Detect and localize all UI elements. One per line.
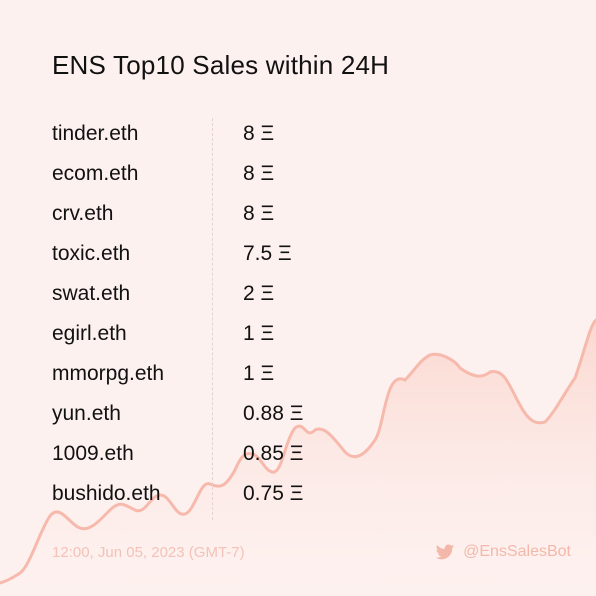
sale-row: swat.eth 2 Ξ bbox=[52, 276, 552, 316]
sale-row: yun.eth 0.88 Ξ bbox=[52, 396, 552, 436]
sale-price: 1 Ξ bbox=[243, 362, 275, 385]
timestamp: 12:00, Jun 05, 2023 (GMT-7) bbox=[52, 544, 245, 561]
sale-row: ecom.eth 8 Ξ bbox=[52, 156, 552, 196]
sale-row: bushido.eth 0.75 Ξ bbox=[52, 476, 552, 516]
sale-name: toxic.eth bbox=[52, 242, 131, 265]
sale-price: 0.88 Ξ bbox=[243, 402, 304, 425]
sale-price: 8 Ξ bbox=[243, 122, 275, 145]
sales-list: tinder.eth 8 Ξ ecom.eth 8 Ξ crv.eth 8 Ξ … bbox=[52, 116, 552, 516]
sale-name: bushido.eth bbox=[52, 482, 161, 505]
sale-price: 8 Ξ bbox=[243, 202, 275, 225]
page-title: ENS Top10 Sales within 24H bbox=[52, 50, 390, 80]
sale-name: egirl.eth bbox=[52, 322, 127, 345]
sale-price: 0.85 Ξ bbox=[243, 442, 304, 465]
sale-row: toxic.eth 7.5 Ξ bbox=[52, 236, 552, 276]
sale-row: mmorpg.eth 1 Ξ bbox=[52, 356, 552, 396]
sale-price: 1 Ξ bbox=[243, 322, 275, 345]
sale-name: mmorpg.eth bbox=[52, 362, 165, 385]
twitter-bird-icon bbox=[435, 544, 455, 560]
trend-line bbox=[0, 318, 596, 585]
sale-name: yun.eth bbox=[52, 402, 121, 425]
sale-name: 1009.eth bbox=[52, 442, 134, 465]
sale-row: egirl.eth 1 Ξ bbox=[52, 316, 552, 356]
sale-price: 2 Ξ bbox=[243, 282, 275, 305]
sale-price: 7.5 Ξ bbox=[243, 242, 292, 265]
handle-text: @EnsSalesBot bbox=[463, 543, 571, 560]
sale-price: 8 Ξ bbox=[243, 162, 275, 185]
column-divider bbox=[212, 118, 213, 520]
sale-name: crv.eth bbox=[52, 202, 114, 225]
sale-row: crv.eth 8 Ξ bbox=[52, 196, 552, 236]
account-handle: @EnsSalesBot bbox=[435, 542, 571, 562]
sale-name: swat.eth bbox=[52, 282, 131, 305]
sale-row: 1009.eth 0.85 Ξ bbox=[52, 436, 552, 476]
sale-price: 0.75 Ξ bbox=[243, 482, 304, 505]
trend-area bbox=[0, 320, 596, 596]
sale-name: ecom.eth bbox=[52, 162, 139, 185]
sale-name: tinder.eth bbox=[52, 122, 139, 145]
sale-row: tinder.eth 8 Ξ bbox=[52, 116, 552, 156]
